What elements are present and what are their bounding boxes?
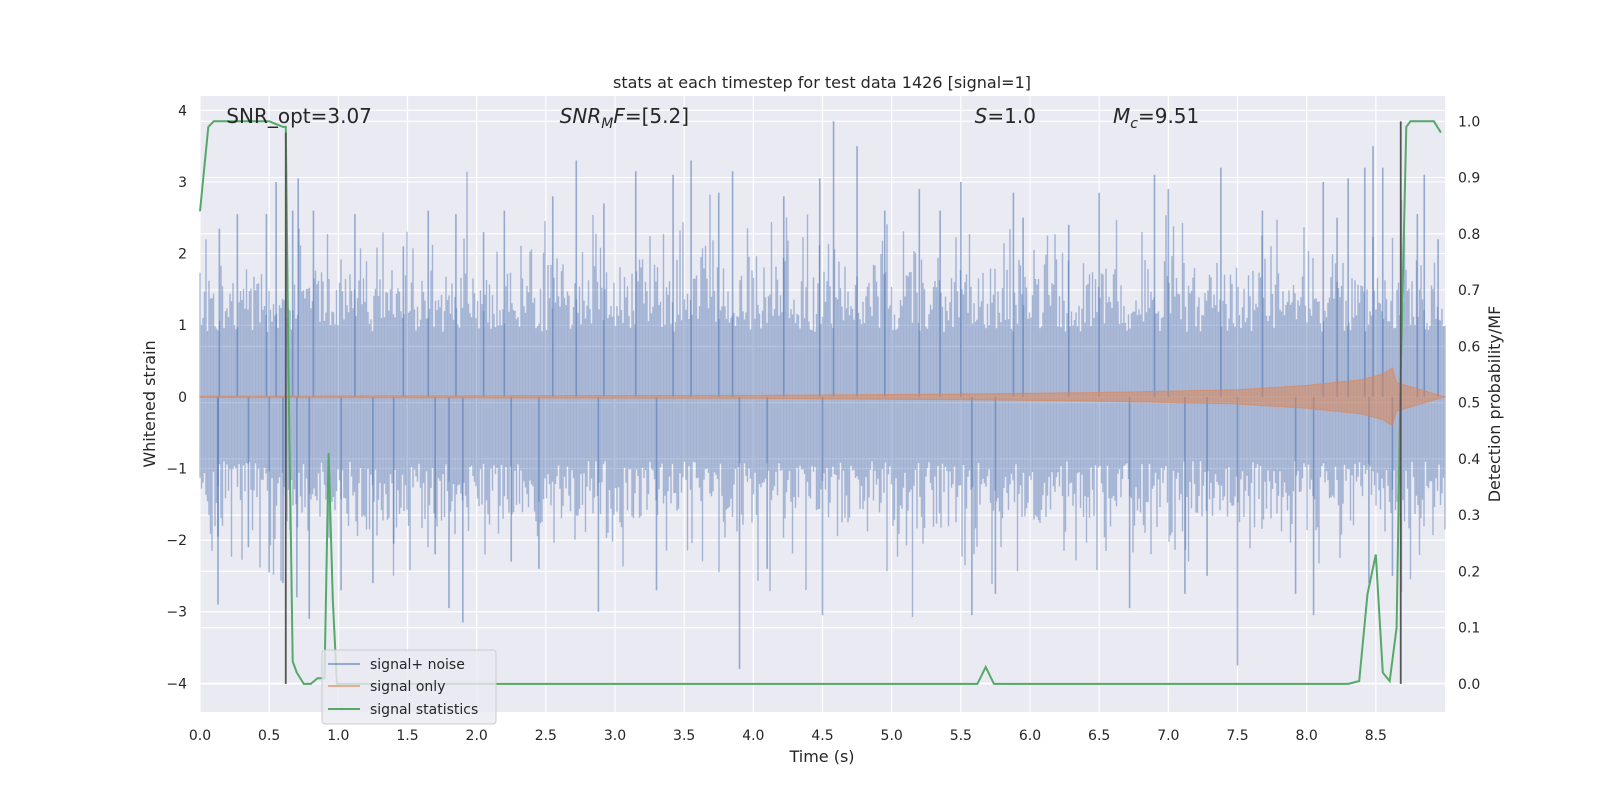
y2-tick-label: 0.5 <box>1458 396 1480 412</box>
x-tick-label: 3.5 <box>673 728 695 744</box>
statistics-line <box>199 120 1442 685</box>
y2-tick-label: 0.7 <box>1458 283 1480 299</box>
x-tick-label: 2.0 <box>466 728 488 744</box>
annotation-mc: Mc=9.51 <box>1113 104 1199 132</box>
x-tick-label: 3.0 <box>604 728 626 744</box>
x-tick-label: 1.5 <box>396 728 418 744</box>
x-ticks: 0.0 0.5 1.0 1.5 2.0 2.5 3.0 3.5 4.0 4.5 5.0 5.5 6.0 6… <box>189 728 1387 744</box>
y2-tick-label: 0.4 <box>1458 452 1480 468</box>
x-tick-label: 8.0 <box>1296 728 1318 744</box>
series-signal-noise <box>199 121 1446 670</box>
legend: signal+ noise signal only signal statist… <box>321 649 497 725</box>
y2-tick-label: 0.6 <box>1458 339 1480 355</box>
x-tick-label: 0.0 <box>189 728 211 744</box>
y-axis-label: Whitened strain <box>140 340 159 467</box>
x-tick-label: 2.5 <box>535 728 557 744</box>
vertical-markers <box>284 121 1402 684</box>
chart-title: stats at each timestep for test data 142… <box>613 73 1031 92</box>
x-tick-label: 6.0 <box>1019 728 1041 744</box>
x-tick-label: 0.5 <box>258 728 280 744</box>
legend-label-signal-noise: signal+ noise <box>370 657 465 673</box>
y-tick-label: 4 <box>178 103 187 119</box>
annotation-snr-opt: SNR_opt=3.07 <box>226 104 372 128</box>
x-tick-label: 8.5 <box>1365 728 1387 744</box>
y-tick-label: −4 <box>166 676 187 692</box>
x-tick-label: 5.0 <box>881 728 903 744</box>
x-tick-label: 6.5 <box>1088 728 1110 744</box>
legend-label-signal-only: signal only <box>370 679 445 695</box>
y2-axis-label: Detection probability/MF <box>1485 306 1504 503</box>
y-tick-label: 1 <box>178 318 187 334</box>
x-tick-label: 1.0 <box>327 728 349 744</box>
x-tick-label: 4.5 <box>811 728 833 744</box>
y2-tick-label: 0.9 <box>1458 171 1480 187</box>
y2-tick-label: 0.8 <box>1458 227 1480 243</box>
y2-tick-label: 0.0 <box>1458 677 1480 693</box>
y-tick-label: 3 <box>178 175 187 191</box>
x-tick-label: 7.0 <box>1157 728 1179 744</box>
legend-label-signal-statistics: signal statistics <box>370 702 478 718</box>
y-tick-label: −1 <box>166 461 187 477</box>
signal-envelope <box>199 367 1447 427</box>
y-ticks: 4 3 2 1 0 −1 −2 −3 −4 <box>166 103 187 692</box>
y-tick-label: 0 <box>178 390 187 406</box>
y2-tick-label: 0.3 <box>1458 508 1480 524</box>
annotation-s: S=1.0 <box>975 104 1036 128</box>
annotation-snr-mf: SNRMF=[5.2] <box>560 104 689 132</box>
y2-ticks: 1.0 0.9 0.8 0.7 0.6 0.5 0.4 0.3 0.2 0.1 0.0 <box>1458 114 1480 693</box>
y2-tick-label: 0.1 <box>1458 621 1480 637</box>
y2-tick-label: 1.0 <box>1458 114 1480 130</box>
x-axis-label: Time (s) <box>788 747 854 766</box>
x-tick-label: 7.5 <box>1226 728 1248 744</box>
legend-box <box>321 649 497 725</box>
annotations: SNR_opt=3.07 SNRMF=[5.2] S=1.0 Mc=9.51 <box>226 104 1199 132</box>
y-tick-label: −3 <box>166 605 187 621</box>
x-tick-label: 4.0 <box>742 728 764 744</box>
series-signal-statistics <box>199 120 1442 685</box>
y-tick-label: 2 <box>178 247 187 263</box>
y2-tick-label: 0.2 <box>1458 564 1480 580</box>
x-tick-label: 5.5 <box>950 728 972 744</box>
series-signal-only <box>199 367 1447 427</box>
y-tick-label: −2 <box>166 533 187 549</box>
